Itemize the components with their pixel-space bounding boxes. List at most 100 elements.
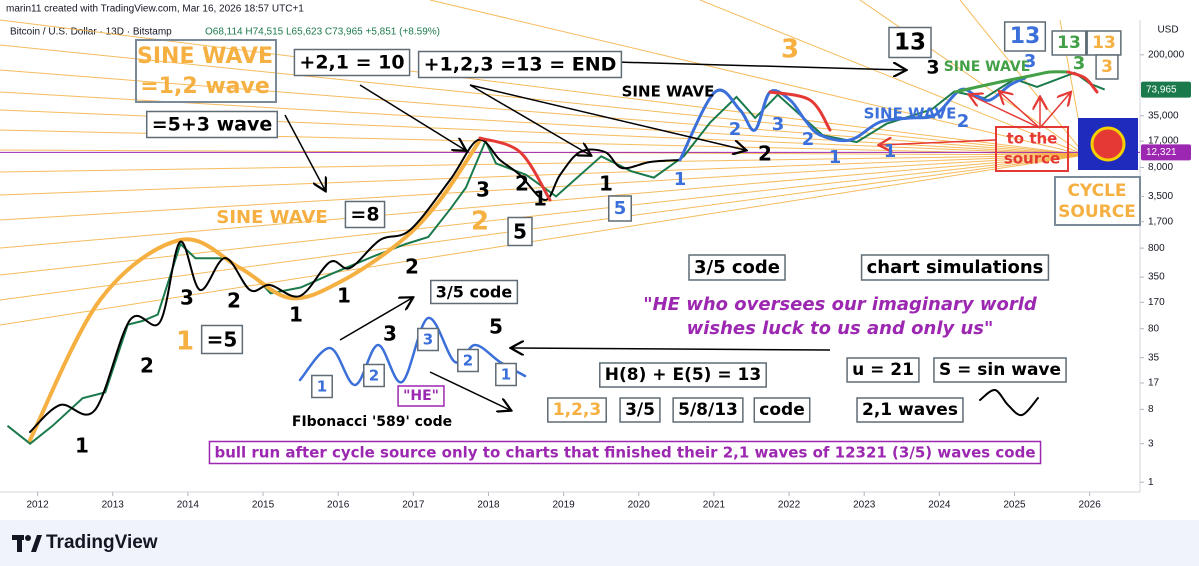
annotation-box (200, 324, 244, 355)
annotation: 3/5 code (436, 283, 513, 302)
black-sine (29, 138, 681, 433)
y-tick-label: 3,500 (1148, 191, 1173, 202)
annotation-box (417, 327, 439, 352)
blue-sine-small (298, 316, 527, 387)
fan-line (0, 154, 1086, 196)
annotation-box (1095, 54, 1119, 80)
x-tick-label: 2016 (327, 500, 350, 511)
x-tick-label: 2023 (853, 500, 876, 511)
x-tick-label: 2013 (102, 500, 125, 511)
credit: marin11 created with TradingView.com, Ma… (6, 4, 304, 15)
level-label: 12,321 (1146, 147, 1177, 158)
annotation-box (1051, 30, 1087, 56)
annotation: code (759, 400, 804, 420)
annotation: 3 (926, 57, 939, 79)
annotation: "HE" (403, 388, 439, 404)
annotation: +2,1 = 10 (299, 52, 404, 74)
annotation: 2 (758, 142, 772, 166)
annotation-box (363, 363, 385, 388)
annotation: SINE WAVE (137, 44, 273, 69)
green-sine (953, 70, 1070, 94)
annotation-box (547, 397, 607, 423)
annotation: 1 (289, 303, 303, 327)
x-tick-label: 2012 (26, 500, 49, 511)
y-tick-label: 1 (1148, 477, 1154, 488)
annotation: 3 (1073, 53, 1086, 74)
annotation: S = sin wave (939, 360, 1061, 380)
x-tick-label: 2017 (402, 500, 425, 511)
annotation: 3 (476, 178, 490, 202)
fan-line (0, 44, 1086, 156)
annotation: 2 (369, 367, 379, 385)
annotation: 5 (489, 315, 503, 339)
annotation: =8 (350, 204, 379, 226)
annotation: 1 (599, 172, 613, 196)
last-price-label: 73,965 (1146, 84, 1177, 95)
y-tick-label: 8 (1148, 404, 1154, 415)
annotation: 1 (674, 169, 687, 190)
annotation-box (672, 397, 744, 423)
annotation: 1 (884, 141, 897, 162)
arrow (512, 348, 831, 350)
arrow (284, 114, 325, 190)
fan-line (0, 154, 1086, 173)
annotation: SINE WAVE (864, 105, 957, 123)
level-label-box (1141, 144, 1191, 161)
x-tick-label: 2020 (628, 500, 651, 511)
annotation: 2 (405, 255, 419, 279)
y-tick-label: 200,000 (1148, 49, 1185, 60)
annotation: FIbonacci '589' code (292, 414, 452, 430)
y-tick-label: 17 (1148, 378, 1160, 389)
annotation-box (430, 279, 519, 305)
annotation-box (846, 357, 920, 383)
fan-line (0, 19, 1086, 156)
annotation-box (1003, 21, 1047, 52)
fan-line (0, 154, 1086, 276)
arrow (614, 61, 905, 70)
y-tick-label: 800 (1148, 243, 1165, 254)
annotation: bull run after cycle source only to char… (214, 444, 1035, 462)
x-tick-label: 2025 (1003, 500, 1026, 511)
tilde (979, 388, 1039, 417)
annotation: 2 (140, 354, 154, 378)
annotation: 5/8/13 (678, 400, 738, 420)
last-price-label-box (1141, 81, 1191, 98)
arrow (469, 84, 590, 155)
currency: USD (1157, 25, 1178, 36)
annotation: 13 (1010, 24, 1041, 49)
fan-line (0, 154, 1086, 326)
cycle-icon (1090, 126, 1126, 162)
x-tick-label: 2014 (177, 500, 200, 511)
yellow-sine (28, 138, 482, 442)
annotation: =5+3 wave (152, 114, 273, 136)
annotation: 2 (463, 352, 473, 370)
y-tick-label: 35 (1148, 352, 1160, 363)
annotation: 2 (957, 111, 970, 132)
annotation: "HE who oversees our imaginary world (643, 294, 1038, 315)
x-tick-label: 2018 (477, 500, 500, 511)
annotation: 13 (1092, 33, 1116, 53)
annotation-box (311, 374, 333, 399)
y-tick-label: 350 (1148, 272, 1165, 283)
annotation: SINE WAVE (216, 207, 327, 228)
annotation: =5 (207, 328, 238, 352)
annotation-box (933, 357, 1067, 383)
annotation-box (417, 50, 623, 79)
frame (135, 39, 277, 103)
annotation: 3 (772, 114, 785, 135)
arrow (970, 95, 1041, 129)
x-tick-label: 2026 (1079, 500, 1102, 511)
annotation: chart simulations (867, 257, 1044, 278)
annotation: 1,2,3 (553, 400, 601, 420)
arrow (339, 298, 412, 341)
annotation: 3 (1101, 57, 1113, 77)
price-line (6, 71, 1106, 445)
annotation-box (507, 216, 533, 247)
y-tick-label: 170 (1148, 297, 1165, 308)
arrow (359, 84, 465, 150)
y-tick-label: 80 (1148, 323, 1160, 334)
annotation: SINE WAVE (944, 59, 1031, 75)
symbol: Bitcoin / U.S. Dollar · 13D · Bitstamp (10, 27, 172, 38)
fan-line (429, 0, 1086, 156)
annotation: 1 (317, 378, 327, 396)
